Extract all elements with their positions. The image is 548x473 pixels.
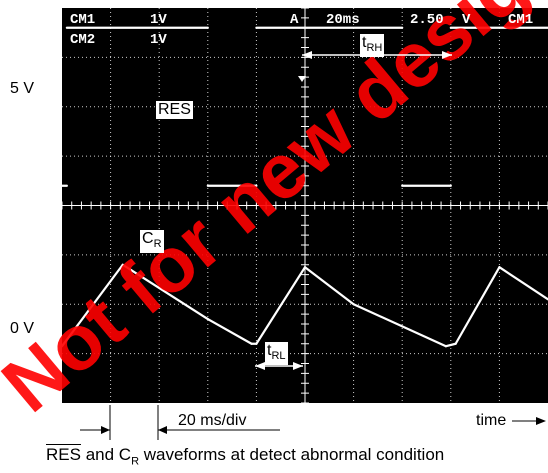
trace-cr-segment xyxy=(444,342,457,348)
annotations xyxy=(80,51,546,440)
trigger-mode: A xyxy=(290,12,299,28)
trigger-source: CM1 xyxy=(508,12,534,28)
trace-cr-segment xyxy=(206,317,253,345)
trace-cr-segment xyxy=(303,266,355,306)
trh-arrowhead-right xyxy=(442,51,452,59)
trh-sub: RH xyxy=(366,42,383,55)
ch2-label: CM2 xyxy=(70,32,96,48)
caption-rest: waveforms at detect abnormal condition xyxy=(139,445,445,464)
cr-sub: R xyxy=(153,238,162,251)
y-label-5v: 5 V xyxy=(10,80,35,97)
ch1-scale: 1V xyxy=(150,12,167,28)
time-arrow-head xyxy=(536,417,546,425)
trace-cr-segment xyxy=(255,266,307,345)
waveform-traces xyxy=(60,26,548,348)
caption-res: RES xyxy=(46,445,81,464)
time-axis-label: time xyxy=(476,412,507,429)
trigger-unit: V xyxy=(462,12,471,28)
trh-main: t xyxy=(362,34,367,51)
trl-main: t xyxy=(267,342,272,359)
timebase-readout: 20ms xyxy=(326,12,360,28)
trigger-level: 2.50 xyxy=(410,12,444,28)
trl-arrowhead-right xyxy=(293,362,303,370)
caption-sub: R xyxy=(131,455,140,468)
trh-arrowhead-left xyxy=(302,51,312,59)
trace-cr-segment xyxy=(498,266,548,301)
figure-caption: RES and CR waveforms at detect abnormal … xyxy=(46,445,444,467)
res-trace-label-text: RES xyxy=(158,101,191,118)
trl-sub: RL xyxy=(271,350,286,363)
trace-cr-segment xyxy=(352,303,448,348)
trace-cr-segment xyxy=(60,263,124,348)
cr-main: C xyxy=(142,230,154,247)
cr-trace-label: CR xyxy=(140,230,164,254)
time-per-div-label: 20 ms/div xyxy=(178,412,247,429)
trh-label: tRH xyxy=(360,34,385,58)
trl-arrowhead-left xyxy=(255,362,265,370)
trace-cr-segment xyxy=(121,263,209,321)
caption-mid: and C xyxy=(80,445,132,464)
res-trace-label: RES xyxy=(156,101,193,119)
y-label-0v: 0 V xyxy=(10,320,35,337)
div-arrow-left-head xyxy=(101,426,110,434)
trigger-marker xyxy=(298,76,306,82)
ch2-scale: 1V xyxy=(150,32,167,48)
div-arrow-right-head xyxy=(158,426,167,434)
graticule xyxy=(61,7,548,404)
ch1-label: CM1 xyxy=(70,12,96,28)
trace-cr-segment xyxy=(454,266,501,345)
trl-label: tRL xyxy=(265,342,288,366)
